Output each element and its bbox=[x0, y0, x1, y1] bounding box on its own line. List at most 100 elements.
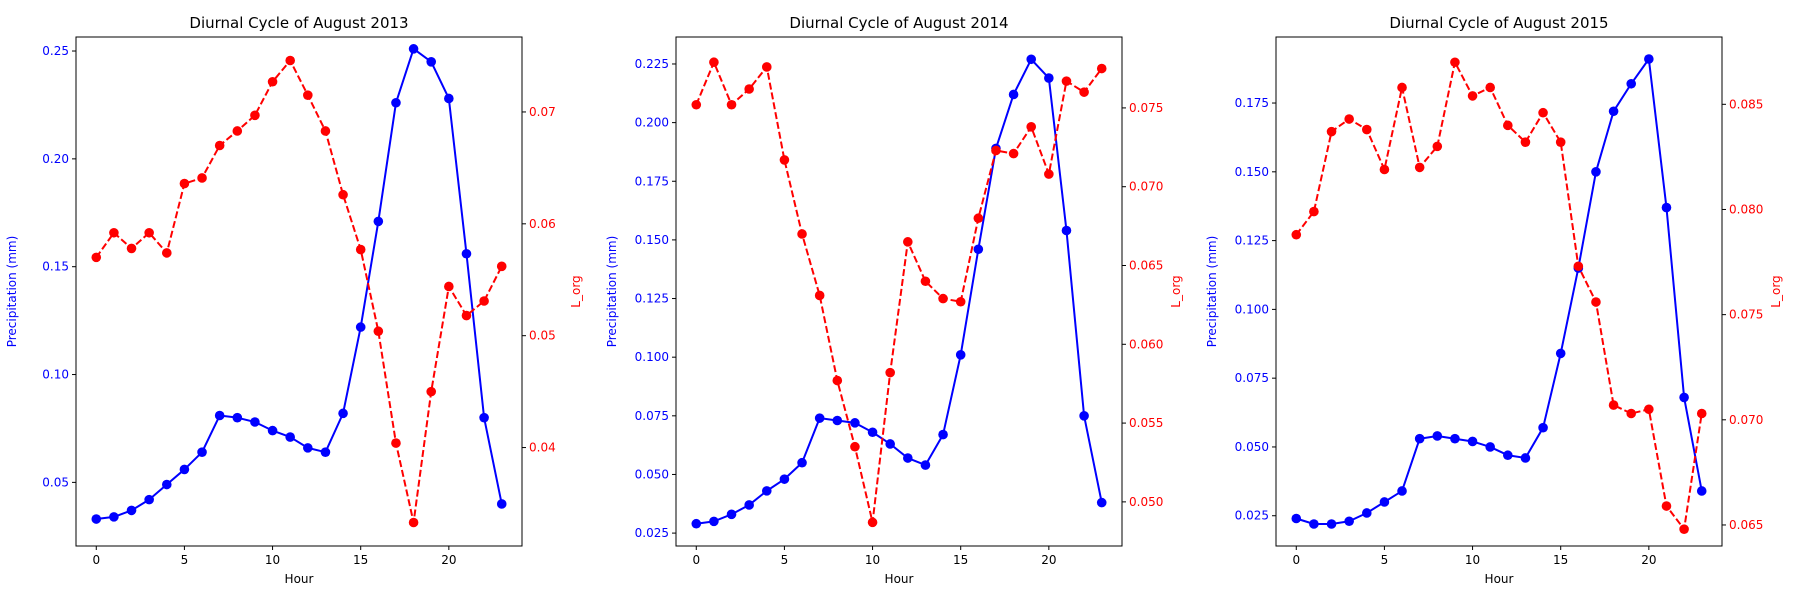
data-point-precipitation bbox=[691, 518, 702, 529]
y-right-tick-label: 0.055 bbox=[1129, 416, 1163, 430]
data-point-l-org bbox=[1291, 229, 1302, 240]
data-point-l-org bbox=[1503, 120, 1513, 131]
data-point-precipitation bbox=[496, 499, 507, 509]
y-right-tick-label: 0.080 bbox=[1729, 202, 1763, 216]
data-point-l-org bbox=[1485, 82, 1495, 93]
y-right-tick-label: 0.075 bbox=[1129, 101, 1163, 115]
y-right-axis-label: L_org bbox=[569, 275, 583, 307]
chart-title: Diurnal Cycle of August 2014 bbox=[789, 14, 1008, 32]
data-point-l-org bbox=[1079, 87, 1089, 97]
data-point-precipitation bbox=[1555, 348, 1566, 359]
x-tick-label: 0 bbox=[692, 553, 700, 567]
data-point-l-org bbox=[250, 110, 260, 121]
y-left-tick-label: 0.150 bbox=[1235, 165, 1269, 179]
data-point-l-org bbox=[444, 281, 454, 292]
data-point-l-org bbox=[1344, 114, 1354, 124]
data-point-precipitation bbox=[850, 418, 860, 428]
y-left-tick-label: 0.10 bbox=[42, 368, 69, 382]
data-point-precipitation bbox=[1538, 422, 1548, 433]
data-point-l-org bbox=[1467, 91, 1478, 101]
data-point-l-org bbox=[1608, 400, 1619, 410]
data-point-l-org bbox=[479, 296, 489, 306]
data-point-l-org bbox=[303, 90, 313, 100]
y-left-tick-label: 0.225 bbox=[635, 57, 669, 71]
data-point-precipitation bbox=[1361, 508, 1372, 518]
data-point-precipitation bbox=[1379, 497, 1390, 507]
data-point-l-org bbox=[109, 227, 119, 238]
data-point-l-org bbox=[1061, 76, 1072, 86]
data-point-precipitation bbox=[761, 486, 772, 496]
data-point-l-org bbox=[726, 99, 737, 110]
data-point-precipitation bbox=[1044, 73, 1054, 83]
data-point-l-org bbox=[832, 375, 843, 386]
y-right-tick-label: 0.070 bbox=[1129, 180, 1163, 194]
chart-panel-1 bbox=[72, 36, 526, 550]
data-point-l-org bbox=[761, 62, 772, 72]
data-point-precipitation bbox=[197, 447, 207, 457]
y-right-tick-label: 0.06 bbox=[529, 217, 556, 231]
series-line-l-org bbox=[95, 59, 503, 524]
data-point-l-org bbox=[955, 296, 966, 307]
y-left-tick-label: 0.075 bbox=[635, 409, 669, 423]
y-left-tick-label: 0.025 bbox=[635, 526, 669, 540]
data-point-precipitation bbox=[391, 97, 401, 108]
data-point-l-org bbox=[1679, 524, 1689, 534]
y-left-tick-label: 0.075 bbox=[1235, 371, 1269, 385]
data-point-precipitation bbox=[232, 412, 243, 423]
y-left-tick-label: 0.050 bbox=[1235, 440, 1269, 454]
data-point-l-org bbox=[1044, 169, 1054, 179]
data-point-l-org bbox=[1450, 57, 1460, 68]
x-tick-label: 5 bbox=[181, 553, 189, 567]
data-point-l-org bbox=[1397, 82, 1407, 93]
data-point-l-org bbox=[496, 261, 507, 272]
data-point-l-org bbox=[1008, 148, 1019, 159]
x-tick-label: 10 bbox=[265, 553, 280, 567]
x-tick-label: 20 bbox=[1041, 553, 1056, 567]
data-point-precipitation bbox=[91, 514, 102, 524]
data-point-l-org bbox=[973, 213, 984, 224]
y-left-tick-label: 0.100 bbox=[1235, 302, 1269, 316]
y-left-tick-label: 0.05 bbox=[42, 475, 69, 489]
data-point-l-org bbox=[1644, 404, 1654, 415]
data-point-precipitation bbox=[250, 417, 260, 427]
y-left-axis-label: Precipitation (mm) bbox=[605, 236, 619, 348]
x-tick-label: 0 bbox=[1292, 553, 1300, 567]
data-point-l-org bbox=[1591, 297, 1601, 307]
data-point-l-org bbox=[161, 248, 172, 258]
data-point-l-org bbox=[1379, 164, 1390, 175]
x-tick-label: 5 bbox=[1381, 553, 1389, 567]
data-point-l-org bbox=[461, 310, 472, 321]
data-point-l-org bbox=[408, 517, 419, 528]
data-point-l-org bbox=[1309, 206, 1319, 217]
data-point-l-org bbox=[1326, 126, 1337, 137]
y-left-tick-label: 0.125 bbox=[635, 292, 669, 306]
data-point-precipitation bbox=[1626, 78, 1637, 89]
chart-title: Diurnal Cycle of August 2015 bbox=[1389, 14, 1608, 32]
data-point-l-org bbox=[920, 276, 931, 287]
x-tick-label: 10 bbox=[1465, 553, 1480, 567]
data-point-precipitation bbox=[109, 512, 119, 522]
x-tick-label: 15 bbox=[353, 553, 368, 567]
chart-panel-2 bbox=[672, 36, 1126, 550]
y-right-axis-label: L_org bbox=[1769, 275, 1783, 307]
data-point-l-org bbox=[91, 252, 102, 263]
data-point-l-org bbox=[744, 84, 754, 94]
data-point-l-org bbox=[867, 517, 878, 528]
y-right-tick-label: 0.05 bbox=[529, 329, 556, 343]
data-point-precipitation bbox=[973, 244, 984, 255]
plot-frame bbox=[675, 36, 1123, 547]
data-point-precipitation bbox=[1291, 513, 1302, 524]
x-axis-label: Hour bbox=[1485, 572, 1514, 586]
y-right-tick-label: 0.085 bbox=[1729, 97, 1763, 111]
data-point-precipitation bbox=[1467, 436, 1478, 447]
data-point-l-org bbox=[991, 145, 1001, 156]
data-point-precipitation bbox=[885, 439, 895, 449]
data-point-precipitation bbox=[938, 429, 948, 440]
data-point-l-org bbox=[691, 99, 702, 110]
x-tick-label: 0 bbox=[92, 553, 100, 567]
y-right-tick-label: 0.07 bbox=[529, 105, 556, 119]
data-point-l-org bbox=[1432, 141, 1443, 152]
chart-panel-3 bbox=[1272, 36, 1726, 550]
data-point-l-org bbox=[709, 57, 719, 68]
data-point-precipitation bbox=[903, 453, 913, 463]
